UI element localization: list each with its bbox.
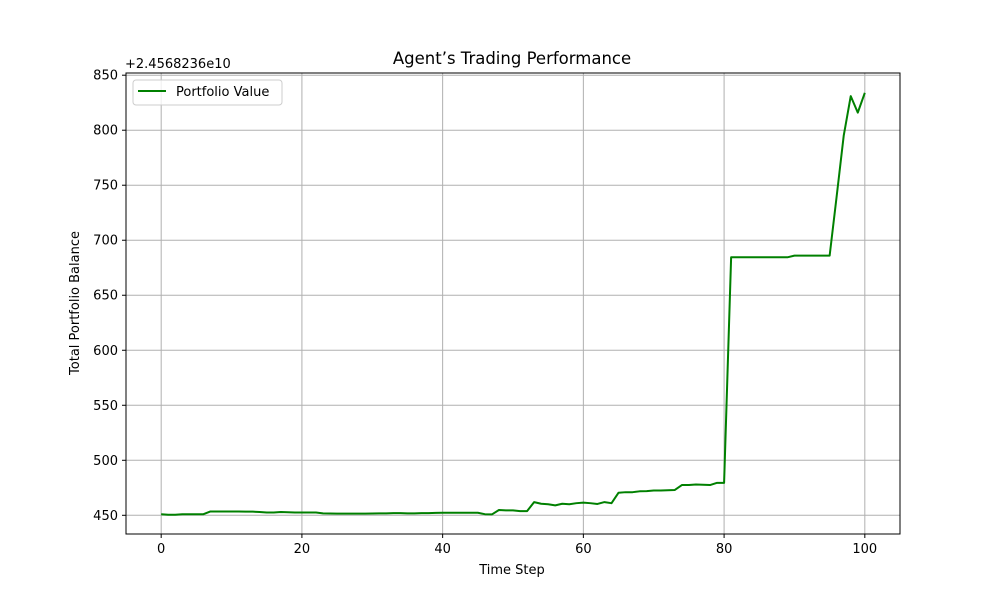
y-tick-label: 550	[93, 399, 118, 414]
y-tick-label: 750	[93, 179, 118, 194]
x-tick-label: 80	[716, 542, 733, 557]
y-tick-label: 500	[93, 454, 118, 469]
chart-title: Agent’s Trading Performance	[393, 49, 631, 68]
y-axis-label: Total Portfolio Balance	[68, 231, 83, 376]
legend: Portfolio Value	[132, 79, 283, 106]
series-line-portfolio-value	[161, 92, 866, 516]
y-tick-label: 800	[93, 124, 118, 139]
y-tick-label: 850	[93, 69, 118, 84]
legend-box	[132, 79, 283, 106]
legend-entry-portfolio-value: Portfolio Value	[176, 85, 269, 100]
x-axis-label: Time Step	[478, 563, 545, 578]
grid	[126, 73, 900, 534]
series-layer	[161, 92, 866, 516]
y-tick-label: 700	[93, 234, 118, 249]
x-tick-label: 100	[852, 542, 877, 557]
y-tick-label: 450	[93, 509, 118, 524]
y-tick-label: 650	[93, 289, 118, 304]
plot-frame	[125, 72, 901, 535]
x-tick-label: 20	[294, 542, 311, 557]
x-tick-label: 60	[575, 542, 592, 557]
x-tick-label: 0	[157, 542, 165, 557]
x-tick-label: 40	[434, 542, 451, 557]
axis-ticks: 0 20 40 60 80 100 450 500 550 600 650 700 750 800 850	[93, 69, 877, 557]
y-tick-label: 600	[93, 344, 118, 359]
y-axis-offset-text: +2.4568236e10	[125, 57, 231, 72]
